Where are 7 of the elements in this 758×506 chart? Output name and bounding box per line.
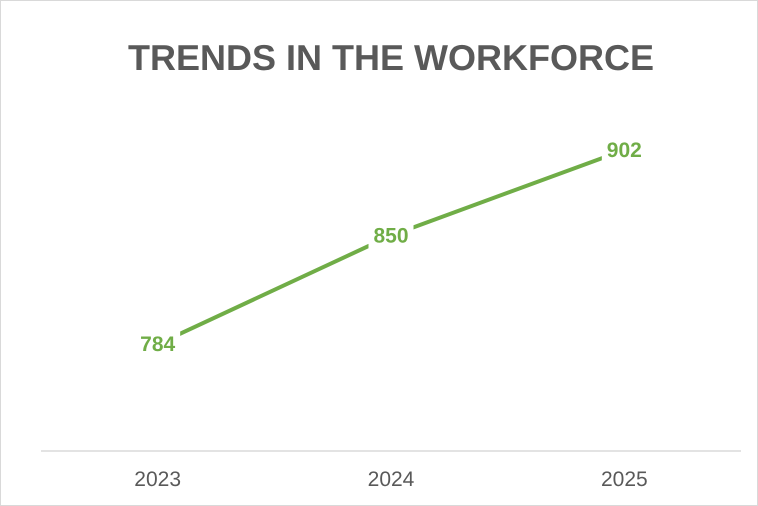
data-label: 784 <box>140 333 176 356</box>
x-tick-label: 2023 <box>134 468 182 491</box>
x-tick-label: 2024 <box>368 468 415 491</box>
chart-title: TRENDS IN THE WORKFORCE <box>127 37 655 79</box>
x-tick-label: 2025 <box>600 468 648 491</box>
data-label: 850 <box>373 224 409 248</box>
data-label: 902 <box>606 139 642 162</box>
